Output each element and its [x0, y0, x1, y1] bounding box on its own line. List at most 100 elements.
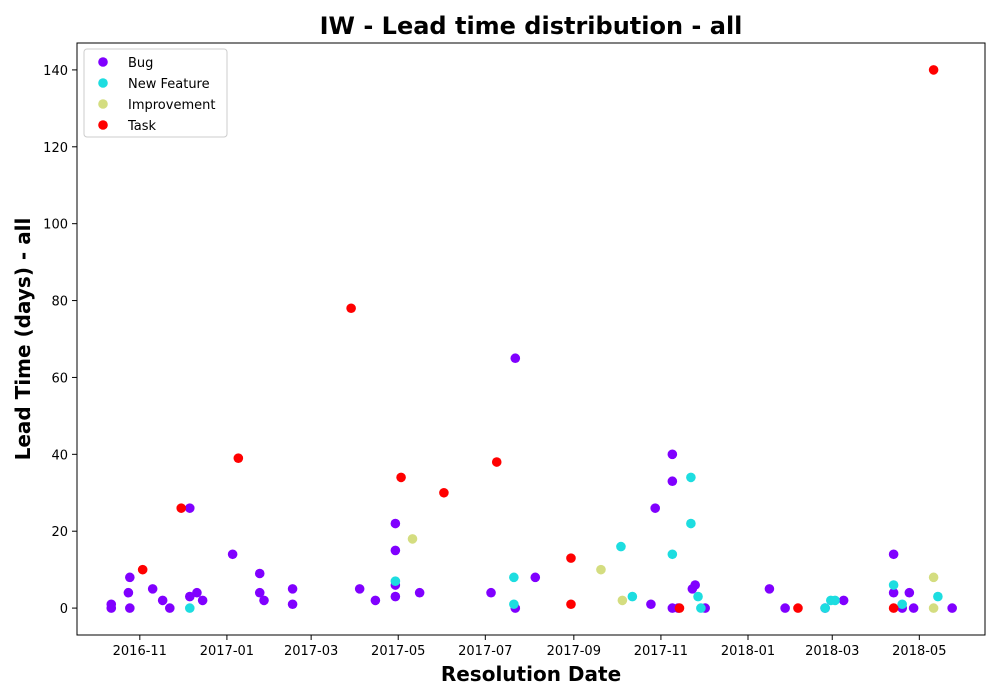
- y-tick-label: 100: [43, 218, 68, 233]
- data-point: [650, 503, 661, 513]
- legend-label: Improvement: [128, 98, 215, 113]
- legend-marker: [98, 57, 108, 67]
- data-point: [566, 553, 576, 563]
- x-tick-label: 2018-03: [805, 644, 859, 659]
- data-point: [439, 487, 449, 498]
- data-point: [530, 572, 541, 583]
- data-point: [627, 591, 638, 602]
- legend-label: New Feature: [128, 77, 210, 92]
- x-axis: 2016-11 2017-01 2017-03 2017-05 2017-07 2017-…: [113, 635, 946, 659]
- data-point: [820, 603, 830, 613]
- data-point: [686, 472, 696, 483]
- data-point: [509, 572, 519, 583]
- x-tick-label: 2018-05: [892, 644, 946, 659]
- data-point: [390, 576, 401, 586]
- x-tick-label: 2017-05: [371, 644, 425, 659]
- data-point: [596, 564, 606, 575]
- data-point: [947, 603, 957, 613]
- data-point: [125, 572, 135, 583]
- legend-label: Task: [127, 119, 157, 134]
- data-point: [928, 572, 939, 583]
- data-point: [690, 580, 700, 590]
- data-point: [176, 503, 187, 513]
- data-point: [908, 603, 919, 613]
- x-tick-label: 2017-07: [458, 644, 512, 659]
- plot-area: [106, 65, 957, 613]
- data-point: [838, 595, 849, 606]
- series-task: [137, 65, 939, 613]
- legend-marker: [98, 120, 108, 130]
- data-point: [233, 453, 244, 463]
- data-point: [667, 476, 678, 487]
- y-tick-label: 0: [60, 602, 68, 617]
- data-point: [370, 595, 381, 606]
- data-point: [164, 603, 175, 613]
- data-point: [137, 564, 148, 575]
- data-point: [125, 603, 135, 613]
- data-point: [646, 599, 656, 610]
- legend-marker: [98, 99, 108, 109]
- data-point: [780, 603, 790, 613]
- x-tick-label: 2017-01: [200, 644, 254, 659]
- data-point: [227, 549, 238, 560]
- x-tick-label: 2017-09: [547, 644, 601, 659]
- y-axis-title: Lead Time (days) - all: [11, 218, 35, 461]
- data-point: [184, 603, 195, 613]
- data-point: [390, 591, 401, 602]
- data-point: [764, 584, 775, 594]
- data-point: [667, 449, 678, 460]
- data-point: [693, 591, 703, 602]
- data-point: [491, 457, 502, 467]
- legend-marker: [98, 78, 108, 88]
- data-point: [616, 541, 626, 552]
- y-tick-label: 40: [51, 448, 68, 463]
- x-tick-label: 2016-11: [113, 644, 167, 659]
- data-point: [192, 587, 202, 598]
- legend-item: Task: [98, 119, 157, 134]
- data-point: [184, 503, 195, 513]
- x-tick-label: 2017-11: [634, 644, 688, 659]
- data-point: [793, 603, 803, 613]
- data-point: [184, 591, 195, 602]
- data-point: [566, 599, 576, 610]
- y-tick-label: 60: [51, 371, 68, 386]
- y-tick-label: 140: [43, 64, 68, 79]
- x-axis-title: Resolution Date: [441, 662, 621, 686]
- legend-item: Bug: [98, 56, 153, 71]
- data-point: [407, 534, 418, 544]
- data-point: [674, 603, 685, 613]
- data-point: [617, 595, 628, 606]
- data-point: [928, 65, 939, 75]
- data-point: [414, 587, 425, 598]
- plot-frame: [76, 42, 986, 636]
- data-point: [254, 568, 265, 579]
- data-point: [157, 595, 168, 606]
- data-point: [259, 595, 269, 606]
- data-point: [197, 595, 208, 606]
- data-point: [696, 603, 706, 613]
- data-point: [904, 587, 915, 598]
- data-point: [928, 603, 939, 613]
- legend-item: Improvement: [98, 98, 215, 113]
- series-bug: [106, 353, 957, 613]
- data-point: [830, 595, 840, 606]
- data-point: [254, 587, 265, 598]
- legend-box: [83, 48, 228, 138]
- y-axis: 0 20 40 60 80 100 120 140: [43, 64, 77, 617]
- data-point: [354, 584, 365, 594]
- data-point: [888, 580, 899, 590]
- y-tick-label: 120: [43, 141, 68, 156]
- data-point: [390, 518, 401, 529]
- data-point: [509, 599, 519, 610]
- legend: Bug New Feature Improvement Task: [83, 48, 228, 138]
- chart-title: IW - Lead time distribution - all: [320, 12, 743, 40]
- legend-label: Bug: [128, 56, 153, 71]
- x-tick-label: 2018-01: [721, 644, 775, 659]
- y-tick-label: 20: [51, 525, 68, 540]
- series-improvement: [407, 534, 939, 613]
- data-point: [933, 591, 943, 602]
- data-point: [396, 472, 406, 483]
- data-point: [390, 545, 401, 556]
- data-point: [346, 303, 356, 314]
